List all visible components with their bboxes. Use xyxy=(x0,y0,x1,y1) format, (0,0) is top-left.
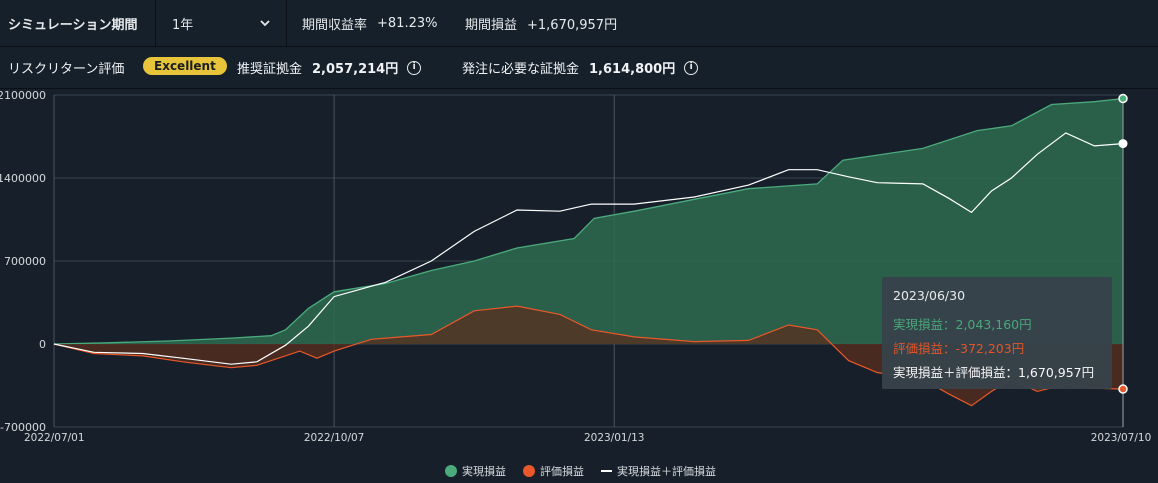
info-icon[interactable]: i xyxy=(684,60,699,75)
total-hover-point xyxy=(1118,139,1128,149)
period-select-value: 1年 xyxy=(172,18,194,33)
risk-header-row: リスクリターン評価 Excellent 推奨証拠金 2,057,214円 i 発… xyxy=(0,47,1158,89)
chevron-down-icon xyxy=(260,20,270,27)
simulation-header-row: シミュレーション期間 1年 期間収益率 +81.23% 期間損益 +1,670,… xyxy=(0,0,1158,47)
unrealized-line xyxy=(53,305,1124,407)
risk-rating-badge: Excellent xyxy=(143,57,227,75)
total-line xyxy=(53,132,1124,365)
legend-swatch-realized xyxy=(445,465,457,477)
required-margin-stat: 発注に必要な証拠金 1,614,800円 i xyxy=(462,58,699,77)
period-pl-label: 期間損益 xyxy=(465,18,518,33)
recommended-margin-stat: 推奨証拠金 2,057,214円 i xyxy=(237,58,422,77)
divider xyxy=(155,0,156,47)
legend-label-unrealized: 評価損益 xyxy=(540,465,584,478)
x-tick-label: 2023/07/10 xyxy=(1091,432,1152,444)
tooltip-unrealized: 評価損益：-372,203円 xyxy=(893,341,1025,356)
x-tick-label: 2022/10/07 xyxy=(304,432,365,444)
required-margin-value: 1,614,800円 xyxy=(589,62,676,77)
tooltip-total: 実現損益＋評価損益：1,670,957円 xyxy=(893,365,1095,380)
legend-total[interactable]: 実現損益＋評価損益 xyxy=(601,463,716,479)
y-tick-label: 700000 xyxy=(4,255,46,268)
y-tick-label: 0 xyxy=(39,338,46,351)
info-icon[interactable]: i xyxy=(407,60,422,75)
return-rate-value: +81.23% xyxy=(377,16,438,31)
period-label: シミュレーション期間 xyxy=(8,18,138,33)
period-pl-stat: 期間損益 +1,670,957円 xyxy=(465,0,617,47)
x-tick-label: 2022/07/01 xyxy=(24,432,85,444)
required-margin-label: 発注に必要な証拠金 xyxy=(462,62,580,77)
realized-area xyxy=(54,98,1123,344)
y-tick-label: -700000 xyxy=(0,421,46,434)
y-tick-label: 2100000 xyxy=(0,89,46,102)
risk-badge-wrap: Excellent xyxy=(143,57,227,75)
realized-hover-point xyxy=(1118,93,1128,104)
return-rate-label: 期間収益率 xyxy=(302,18,368,33)
legend-unrealized[interactable]: 評価損益 xyxy=(523,463,584,479)
tooltip-date: 2023/06/30 xyxy=(893,288,966,303)
legend-realized[interactable]: 実現損益 xyxy=(445,463,506,479)
period-label-cell: シミュレーション期間 xyxy=(0,0,155,47)
legend-swatch-total xyxy=(601,470,612,472)
realized-line xyxy=(53,97,1124,345)
legend-label-total: 実現損益＋評価損益 xyxy=(617,465,716,478)
risk-label: リスクリターン評価 xyxy=(8,62,125,77)
x-tick-label: 2023/01/13 xyxy=(584,432,645,444)
divider xyxy=(286,0,287,47)
recommended-margin-value: 2,057,214円 xyxy=(312,62,399,77)
legend-swatch-unrealized xyxy=(523,465,535,477)
tooltip-realized: 実現損益：2,043,160円 xyxy=(893,317,1032,332)
period-select[interactable]: 1年 xyxy=(156,0,286,47)
unrealized-hover-point xyxy=(1118,384,1128,394)
recommended-margin-label: 推奨証拠金 xyxy=(237,62,303,77)
legend-label-realized: 実現損益 xyxy=(462,465,506,478)
return-rate-stat: 期間収益率 +81.23% xyxy=(302,0,437,47)
period-pl-value: +1,670,957円 xyxy=(527,18,618,33)
y-tick-label: 1400000 xyxy=(0,172,46,185)
chart-tooltip: 2023/06/30 実現損益：2,043,160円 評価損益：-372,203… xyxy=(882,277,1112,389)
